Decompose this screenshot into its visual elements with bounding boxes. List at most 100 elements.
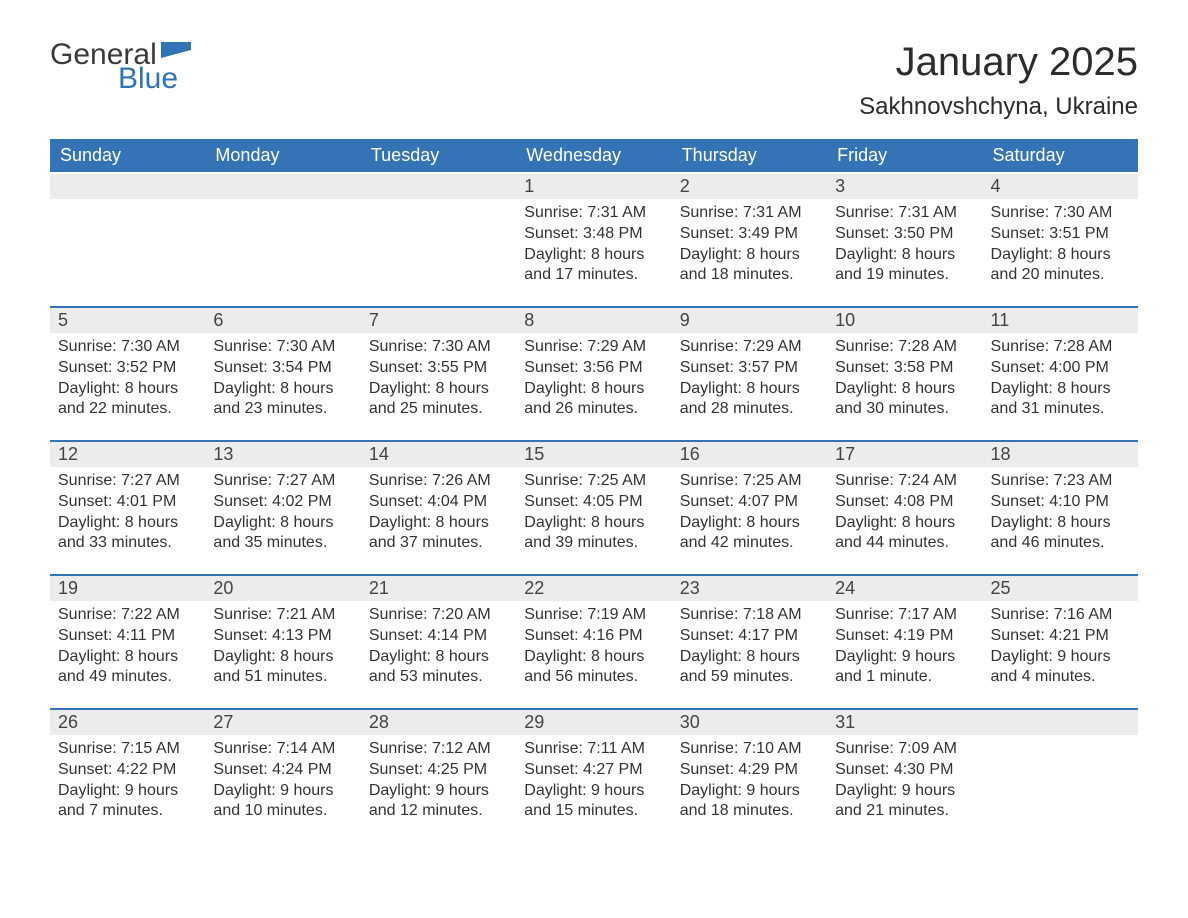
sunrise-text: Sunrise: 7:24 AM	[835, 471, 974, 492]
sunrise-text: Sunrise: 7:27 AM	[58, 471, 197, 492]
sunset-text: Sunset: 4:22 PM	[58, 760, 197, 781]
sunset-text: Sunset: 3:54 PM	[213, 358, 352, 379]
daylight-text: Daylight: 8 hours and 44 minutes.	[835, 513, 974, 555]
calendar-day-cell: 30Sunrise: 7:10 AMSunset: 4:29 PMDayligh…	[672, 708, 827, 842]
sunset-text: Sunset: 4:11 PM	[58, 626, 197, 647]
daylight-text: Daylight: 8 hours and 20 minutes.	[991, 245, 1130, 287]
calendar-day-cell: 22Sunrise: 7:19 AMSunset: 4:16 PMDayligh…	[516, 574, 671, 708]
calendar-day-cell: 14Sunrise: 7:26 AMSunset: 4:04 PMDayligh…	[361, 440, 516, 574]
day-details	[205, 199, 360, 207]
sunrise-text: Sunrise: 7:29 AM	[524, 337, 663, 358]
calendar-day-cell: 5Sunrise: 7:30 AMSunset: 3:52 PMDaylight…	[50, 306, 205, 440]
day-details: Sunrise: 7:28 AMSunset: 4:00 PMDaylight:…	[983, 333, 1138, 426]
daylight-text: Daylight: 8 hours and 22 minutes.	[58, 379, 197, 421]
daylight-text: Daylight: 8 hours and 51 minutes.	[213, 647, 352, 689]
day-details: Sunrise: 7:31 AMSunset: 3:48 PMDaylight:…	[516, 199, 671, 292]
sunrise-text: Sunrise: 7:23 AM	[991, 471, 1130, 492]
day-details: Sunrise: 7:26 AMSunset: 4:04 PMDaylight:…	[361, 467, 516, 560]
calendar-week-row: 5Sunrise: 7:30 AMSunset: 3:52 PMDaylight…	[50, 306, 1138, 440]
daylight-text: Daylight: 8 hours and 35 minutes.	[213, 513, 352, 555]
calendar-day-cell: 18Sunrise: 7:23 AMSunset: 4:10 PMDayligh…	[983, 440, 1138, 574]
day-details: Sunrise: 7:30 AMSunset: 3:51 PMDaylight:…	[983, 199, 1138, 292]
day-number	[361, 172, 516, 199]
location-label: Sakhnovshchyna, Ukraine	[859, 93, 1138, 121]
calendar-day-cell: 26Sunrise: 7:15 AMSunset: 4:22 PMDayligh…	[50, 708, 205, 842]
day-number: 31	[827, 708, 982, 735]
calendar-day-cell	[50, 172, 205, 306]
day-details: Sunrise: 7:21 AMSunset: 4:13 PMDaylight:…	[205, 601, 360, 694]
day-number: 11	[983, 306, 1138, 333]
weekday-header: Tuesday	[361, 139, 516, 172]
brand-logo: General Blue	[50, 40, 191, 94]
day-number: 6	[205, 306, 360, 333]
day-details: Sunrise: 7:30 AMSunset: 3:55 PMDaylight:…	[361, 333, 516, 426]
daylight-text: Daylight: 8 hours and 19 minutes.	[835, 245, 974, 287]
calendar-day-cell: 8 Sunrise: 7:29 AMSunset: 3:56 PMDaylight…	[516, 306, 671, 440]
daylight-text: Daylight: 9 hours and 10 minutes.	[213, 781, 352, 823]
sunset-text: Sunset: 4:04 PM	[369, 492, 508, 513]
day-number: 14	[361, 440, 516, 467]
sunset-text: Sunset: 3:49 PM	[680, 224, 819, 245]
sunset-text: Sunset: 4:30 PM	[835, 760, 974, 781]
day-details: Sunrise: 7:22 AMSunset: 4:11 PMDaylight:…	[50, 601, 205, 694]
calendar-day-cell: 31Sunrise: 7:09 AMSunset: 4:30 PMDayligh…	[827, 708, 982, 842]
daylight-text: Daylight: 9 hours and 15 minutes.	[524, 781, 663, 823]
sunset-text: Sunset: 3:55 PM	[369, 358, 508, 379]
sunset-text: Sunset: 4:25 PM	[369, 760, 508, 781]
daylight-text: Daylight: 8 hours and 26 minutes.	[524, 379, 663, 421]
day-details	[50, 199, 205, 207]
sunrise-text: Sunrise: 7:22 AM	[58, 605, 197, 626]
calendar-day-cell: 29Sunrise: 7:11 AMSunset: 4:27 PMDayligh…	[516, 708, 671, 842]
calendar-day-cell: 17Sunrise: 7:24 AMSunset: 4:08 PMDayligh…	[827, 440, 982, 574]
sunset-text: Sunset: 3:52 PM	[58, 358, 197, 379]
sunrise-text: Sunrise: 7:29 AM	[680, 337, 819, 358]
day-number: 19	[50, 574, 205, 601]
sunrise-text: Sunrise: 7:20 AM	[369, 605, 508, 626]
daylight-text: Daylight: 8 hours and 42 minutes.	[680, 513, 819, 555]
sunrise-text: Sunrise: 7:16 AM	[991, 605, 1130, 626]
day-details	[361, 199, 516, 207]
day-number	[983, 708, 1138, 735]
calendar-day-cell: 4Sunrise: 7:30 AMSunset: 3:51 PMDaylight…	[983, 172, 1138, 306]
day-details: Sunrise: 7:31 AMSunset: 3:50 PMDaylight:…	[827, 199, 982, 292]
day-number: 4	[983, 172, 1138, 199]
calendar-day-cell: 13Sunrise: 7:27 AMSunset: 4:02 PMDayligh…	[205, 440, 360, 574]
weekday-header: Friday	[827, 139, 982, 172]
day-number: 8	[516, 306, 671, 333]
daylight-text: Daylight: 8 hours and 46 minutes.	[991, 513, 1130, 555]
day-number: 29	[516, 708, 671, 735]
day-number: 28	[361, 708, 516, 735]
sunrise-text: Sunrise: 7:30 AM	[369, 337, 508, 358]
daylight-text: Daylight: 8 hours and 30 minutes.	[835, 379, 974, 421]
sunset-text: Sunset: 4:16 PM	[524, 626, 663, 647]
calendar-day-cell: 7Sunrise: 7:30 AMSunset: 3:55 PMDaylight…	[361, 306, 516, 440]
sunrise-text: Sunrise: 7:28 AM	[991, 337, 1130, 358]
daylight-text: Daylight: 8 hours and 31 minutes.	[991, 379, 1130, 421]
day-number: 16	[672, 440, 827, 467]
sunset-text: Sunset: 4:14 PM	[369, 626, 508, 647]
sunset-text: Sunset: 4:10 PM	[991, 492, 1130, 513]
day-details: Sunrise: 7:19 AMSunset: 4:16 PMDaylight:…	[516, 601, 671, 694]
daylight-text: Daylight: 8 hours and 17 minutes.	[524, 245, 663, 287]
day-details: Sunrise: 7:27 AMSunset: 4:01 PMDaylight:…	[50, 467, 205, 560]
sunset-text: Sunset: 3:56 PM	[524, 358, 663, 379]
month-title: January 2025	[859, 40, 1138, 85]
day-details: Sunrise: 7:25 AMSunset: 4:05 PMDaylight:…	[516, 467, 671, 560]
sunrise-text: Sunrise: 7:31 AM	[524, 203, 663, 224]
sunrise-text: Sunrise: 7:10 AM	[680, 739, 819, 760]
daylight-text: Daylight: 8 hours and 33 minutes.	[58, 513, 197, 555]
daylight-text: Daylight: 9 hours and 12 minutes.	[369, 781, 508, 823]
sunrise-text: Sunrise: 7:31 AM	[835, 203, 974, 224]
calendar-week-row: 26Sunrise: 7:15 AMSunset: 4:22 PMDayligh…	[50, 708, 1138, 842]
calendar-day-cell: 11Sunrise: 7:28 AMSunset: 4:00 PMDayligh…	[983, 306, 1138, 440]
sunset-text: Sunset: 4:21 PM	[991, 626, 1130, 647]
title-block: January 2025 Sakhnovshchyna, Ukraine	[859, 40, 1138, 121]
calendar-week-row: 12Sunrise: 7:27 AMSunset: 4:01 PMDayligh…	[50, 440, 1138, 574]
calendar-day-cell: 15Sunrise: 7:25 AMSunset: 4:05 PMDayligh…	[516, 440, 671, 574]
calendar-day-cell: 16Sunrise: 7:25 AMSunset: 4:07 PMDayligh…	[672, 440, 827, 574]
calendar-day-cell: 6Sunrise: 7:30 AMSunset: 3:54 PMDaylight…	[205, 306, 360, 440]
calendar-day-cell: 20Sunrise: 7:21 AMSunset: 4:13 PMDayligh…	[205, 574, 360, 708]
day-number: 22	[516, 574, 671, 601]
sunrise-text: Sunrise: 7:18 AM	[680, 605, 819, 626]
sunset-text: Sunset: 4:01 PM	[58, 492, 197, 513]
